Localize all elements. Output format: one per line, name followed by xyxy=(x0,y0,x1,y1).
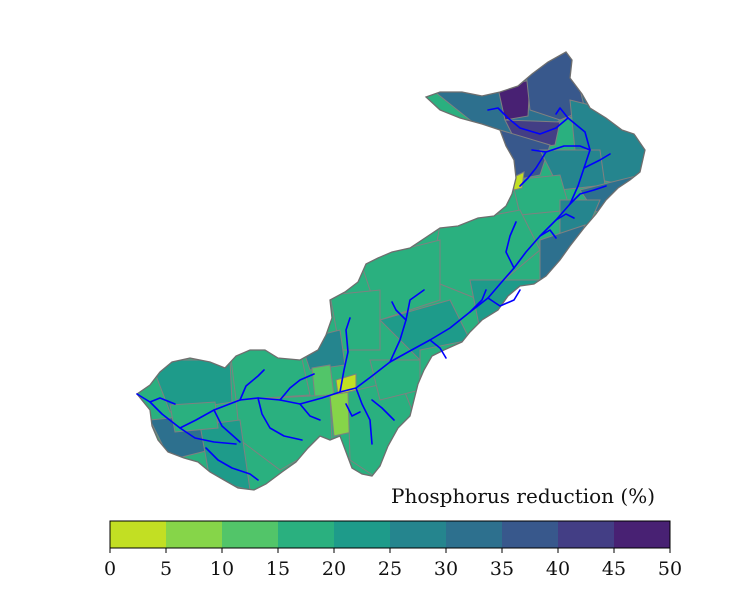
tributary xyxy=(555,213,575,221)
colorbar-bin xyxy=(166,521,223,548)
basin-outline xyxy=(136,51,646,491)
colorbar-tick-label: 30 xyxy=(434,558,458,580)
colorbar-tick-label: 0 xyxy=(104,558,116,580)
colorbar-tick-label: 40 xyxy=(546,558,570,580)
tributary xyxy=(179,427,237,445)
tributary xyxy=(391,301,407,321)
colorbar-bin xyxy=(390,521,447,548)
colorbar-bin xyxy=(278,521,335,548)
tributary xyxy=(531,145,591,153)
tributary xyxy=(487,107,569,135)
tributary xyxy=(299,403,321,421)
colorbar-tick-label: 15 xyxy=(266,558,290,580)
colorbar-tick-label: 10 xyxy=(210,558,234,580)
river-network xyxy=(136,107,611,481)
tributary xyxy=(519,151,547,187)
tributary xyxy=(149,397,176,405)
tributary xyxy=(429,339,447,359)
subbasin-patch xyxy=(199,419,251,490)
tributary xyxy=(487,289,521,307)
tributary xyxy=(371,399,395,421)
colorbar-bin xyxy=(222,521,279,548)
colorbar-tick-label: 25 xyxy=(378,558,402,580)
colorbar-bin xyxy=(334,521,391,548)
colorbar-tick-label: 35 xyxy=(490,558,514,580)
colorbar-bin xyxy=(110,521,167,548)
tributary xyxy=(469,289,487,313)
tributary xyxy=(539,229,557,239)
tributary xyxy=(213,409,241,443)
tributary xyxy=(257,397,303,441)
tributary xyxy=(205,447,259,481)
tributary xyxy=(345,403,361,417)
colorbar-bin xyxy=(558,521,615,548)
tributary xyxy=(505,221,517,269)
colorbar-frame xyxy=(109,520,671,549)
colorbar-tick-label: 45 xyxy=(602,558,626,580)
colorbar-bin xyxy=(614,521,671,548)
tributary xyxy=(239,369,265,401)
colorbar-bin xyxy=(446,521,503,548)
tributary xyxy=(583,153,611,169)
colorbar-bin xyxy=(502,521,559,548)
colorbar-tick-label: 20 xyxy=(322,558,346,580)
tributary xyxy=(569,185,607,205)
tributary xyxy=(555,107,569,119)
tributary xyxy=(355,387,373,445)
colorbar-tick-label: 5 xyxy=(160,558,172,580)
tributary xyxy=(339,317,351,393)
colorbar-tick-label: 50 xyxy=(658,558,682,580)
legend-title: Phosphorus reduction (%) xyxy=(391,484,656,508)
tributary xyxy=(279,373,315,401)
